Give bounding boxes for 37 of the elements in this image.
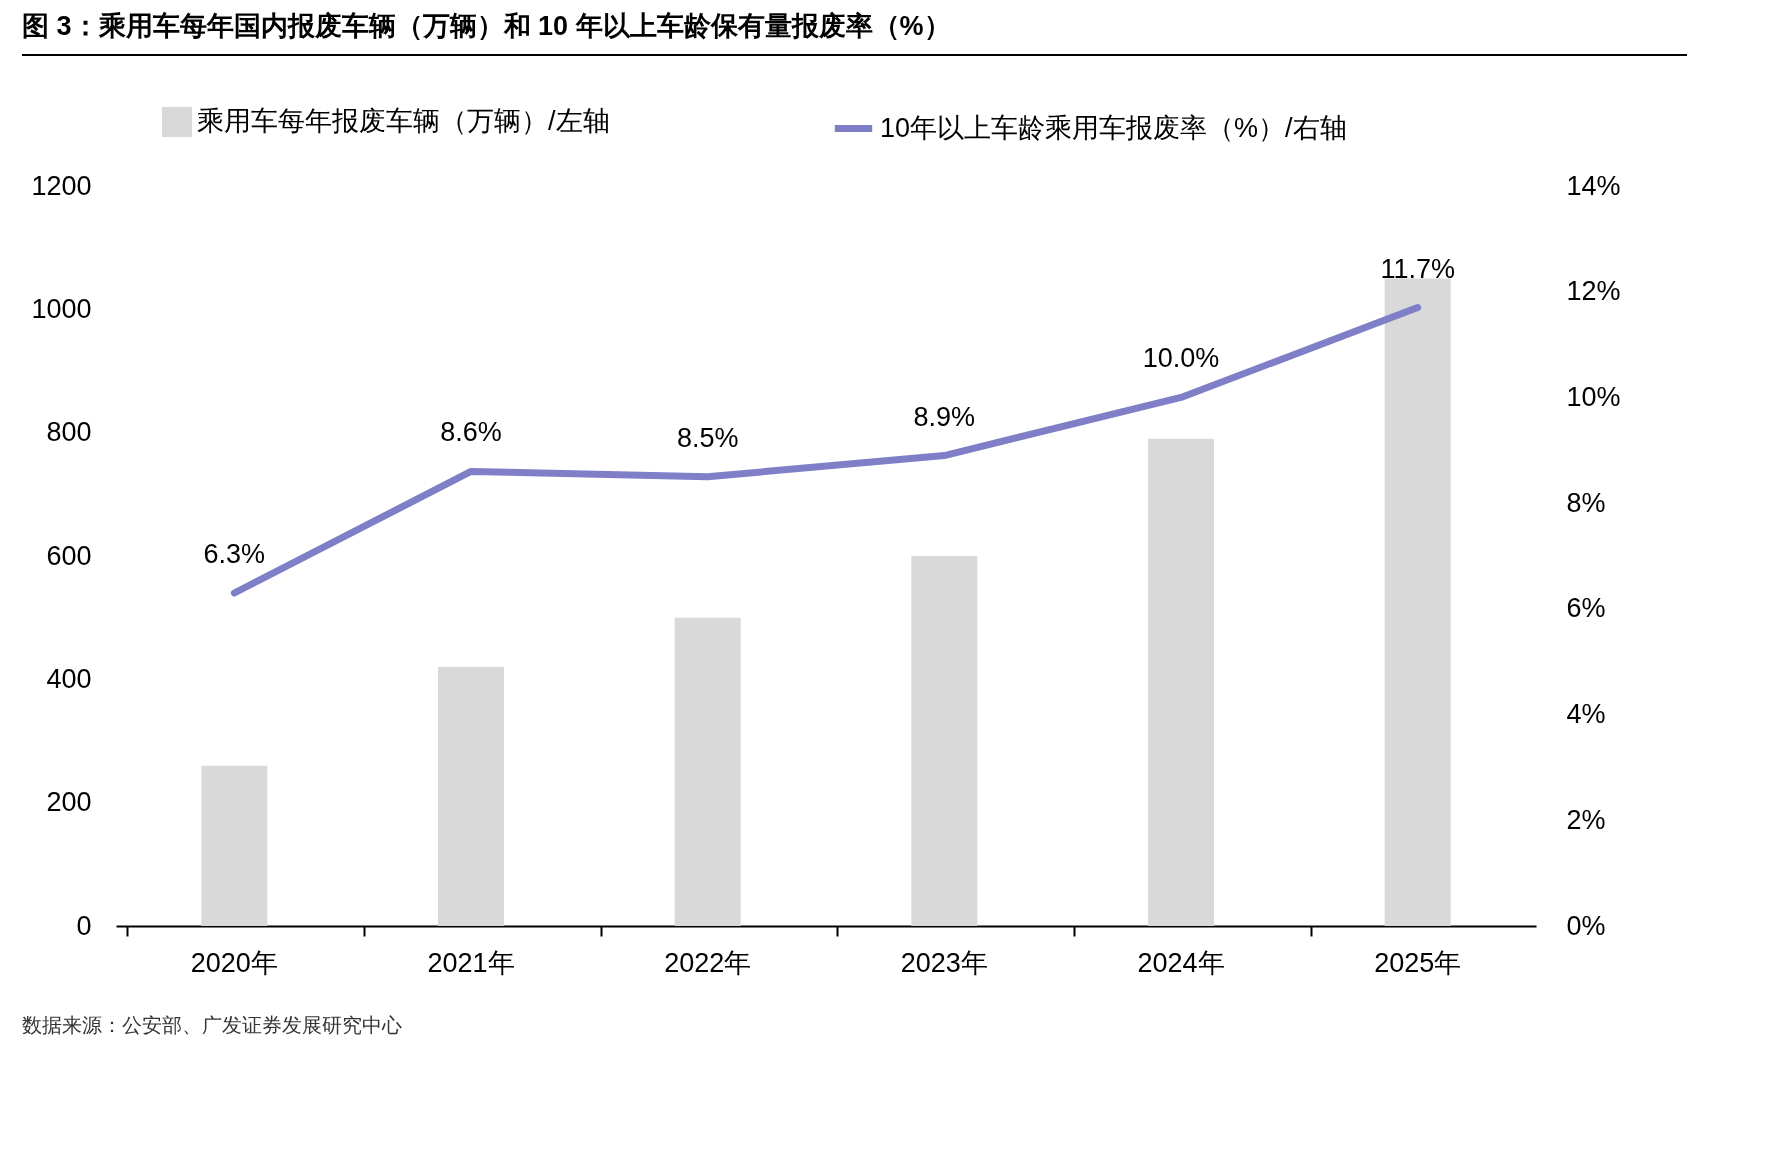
data-label: 10.0% bbox=[1142, 343, 1220, 374]
source-note: 数据来源：公安部、广发证券发展研究中心 bbox=[22, 1013, 403, 1038]
y-tick-label: 400 bbox=[46, 663, 92, 694]
y-tick-label: 1200 bbox=[31, 170, 92, 201]
y2-tick-label: 4% bbox=[1566, 699, 1606, 730]
bar bbox=[1384, 278, 1451, 926]
x-tick-label: 2025年 bbox=[1374, 947, 1462, 978]
x-tick-label: 2023年 bbox=[900, 947, 988, 978]
data-label: 8.5% bbox=[676, 422, 739, 453]
y-tick-label: 800 bbox=[46, 417, 92, 448]
x-tick-label: 2022年 bbox=[664, 947, 752, 978]
legend-label: 10年以上车龄乘用车报废率（%）/右轴 bbox=[880, 112, 1347, 143]
y-tick-label: 200 bbox=[46, 787, 92, 818]
data-label: 8.6% bbox=[440, 417, 502, 448]
x-tick-label: 2024年 bbox=[1137, 947, 1225, 978]
y2-tick-label: 14% bbox=[1566, 170, 1621, 201]
x-tick-label: 2020年 bbox=[190, 947, 278, 978]
y-tick-label: 1000 bbox=[31, 293, 92, 324]
y-tick-label: 600 bbox=[46, 540, 92, 571]
y2-tick-label: 0% bbox=[1566, 910, 1606, 941]
y-tick-label: 0 bbox=[76, 910, 92, 941]
y2-tick-label: 2% bbox=[1566, 804, 1606, 835]
data-label: 11.7% bbox=[1380, 253, 1455, 284]
y2-tick-label: 12% bbox=[1566, 276, 1621, 307]
bar bbox=[201, 765, 268, 926]
y2-tick-label: 10% bbox=[1566, 381, 1621, 412]
data-label: 8.9% bbox=[913, 401, 976, 432]
bar bbox=[437, 667, 505, 926]
chart-title: 图 3：乘用车每年国内报废车辆（万辆）和 10 年以上车龄保有量报废率（%） bbox=[22, 8, 1687, 56]
bar bbox=[1147, 438, 1215, 926]
legend-label: 乘用车每年报废车辆（万辆）/左轴 bbox=[197, 106, 610, 136]
y2-tick-label: 8% bbox=[1566, 487, 1606, 518]
data-label: 6.3% bbox=[203, 539, 266, 569]
x-tick-label: 2021年 bbox=[427, 947, 515, 978]
y2-tick-label: 6% bbox=[1566, 593, 1606, 624]
bar bbox=[911, 556, 978, 926]
bar bbox=[674, 617, 741, 926]
